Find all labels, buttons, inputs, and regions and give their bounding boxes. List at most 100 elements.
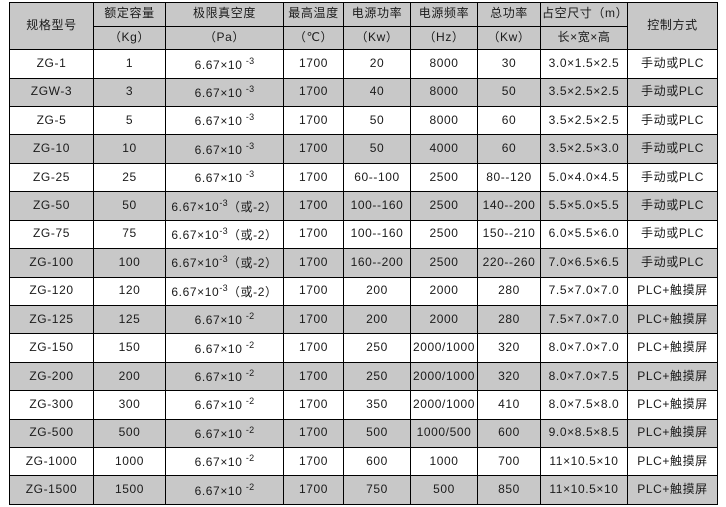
- cell-control-method: 手动或PLC: [627, 106, 718, 136]
- vacuum-base: 6.67×10: [171, 227, 220, 242]
- cell-dimension: 9.0×8.5×8.5: [540, 418, 628, 448]
- cell-dimension: 3.0×1.5×2.5: [540, 49, 628, 79]
- cell-total-power: 410: [477, 390, 541, 420]
- vacuum-base: 6.67×10: [194, 426, 243, 441]
- table-row: ZG-25 25 6.67×10 -3 1700 60--100 2500 80--120 5…: [9, 162, 718, 193]
- header-title-6: 占空尺寸（m）: [540, 2, 628, 27]
- header-unit-4: （Hz）: [410, 25, 478, 51]
- header-model: 规格型号: [9, 1, 94, 51]
- cell-dimension: 3.5×2.5×2.5: [540, 77, 628, 108]
- cell-total-power: 600: [477, 418, 541, 448]
- cell-dimension: 8.0×7.0×7.0: [540, 333, 628, 363]
- cell-frequency: 2500: [410, 162, 478, 193]
- table-row: ZG-1500 1500 6.67×10 -2 1700 750 500 850 11×10.…: [9, 475, 718, 505]
- vacuum-exponent: -2: [245, 339, 255, 350]
- cell-total-power: 50: [477, 77, 541, 108]
- table-row: ZGW-3 3 6.67×10 -3 1700 40 8000 50 3.5×2.5×2.5 手…: [9, 77, 718, 108]
- table-row: ZG-5 5 6.67×10 -3 1700 50 8000 60 3.5×2.5×2.5 手动…: [9, 106, 718, 136]
- vacuum-base: 6.67×10: [194, 313, 243, 328]
- cell-vacuum: 6.67×10 -2: [165, 475, 284, 505]
- table-row: ZG-120 120 6.67×10-3（或-2） 1700 200 2000 280 7.5…: [9, 276, 718, 306]
- table-row: ZG-75 75 6.67×10-3（或-2） 1700 100--160 2500 150…: [9, 219, 718, 250]
- cell-dimension: 8.0×7.5×8.0: [540, 390, 628, 420]
- cell-temperature: 1700: [283, 49, 344, 79]
- cell-power: 40: [343, 77, 411, 108]
- cell-dimension: 3.5×2.5×3.0: [540, 134, 628, 164]
- cell-total-power: 320: [477, 361, 541, 392]
- cell-control-method: PLC+触摸屏: [627, 390, 718, 420]
- cell-frequency: 2000: [410, 276, 478, 306]
- header-unit-5: （Kw）: [477, 25, 541, 51]
- cell-model: ZG-120: [9, 276, 94, 306]
- cell-temperature: 1700: [283, 191, 344, 221]
- cell-control-method: PLC+触摸屏: [627, 446, 718, 477]
- cell-power: 160--200: [343, 248, 411, 278]
- cell-temperature: 1700: [283, 475, 344, 505]
- table-row: ZG-200 200 6.67×10 -2 1700 250 2000/1000 320 8.…: [9, 361, 718, 392]
- cell-control-method: 手动或PLC: [627, 248, 718, 278]
- cell-capacity: 120: [93, 276, 166, 306]
- vacuum-exponent: -3: [219, 282, 228, 293]
- cell-model: ZG-10: [9, 134, 94, 164]
- header-title-1: 极限真空度: [165, 2, 284, 27]
- cell-vacuum: 6.67×10 -3: [165, 106, 284, 136]
- header-title-2: 最高温度: [283, 2, 344, 27]
- vacuum-exponent: -3: [245, 140, 255, 151]
- cell-control-method: PLC+触摸屏: [627, 475, 718, 505]
- cell-vacuum: 6.67×10 -3: [165, 49, 284, 79]
- cell-vacuum: 6.67×10 -2: [165, 446, 284, 477]
- table-row: ZG-300 300 6.67×10 -2 1700 350 2000/1000 410 8.…: [9, 390, 718, 420]
- vacuum-exponent: -3: [245, 169, 255, 180]
- vacuum-exponent: -3: [219, 225, 228, 236]
- vacuum-exponent: -3: [245, 112, 255, 123]
- cell-power: 200: [343, 304, 411, 335]
- table-row: ZG-125 125 6.67×10 -2 1700 200 2000 280 7.5×7.0…: [9, 304, 718, 335]
- cell-frequency: 2500: [410, 219, 478, 250]
- cell-model: ZG-75: [9, 219, 94, 250]
- header-unit-3: （Kw）: [343, 25, 411, 51]
- cell-total-power: 60: [477, 106, 541, 136]
- cell-vacuum: 6.67×10 -2: [165, 333, 284, 363]
- vacuum-exponent: -2: [245, 424, 255, 435]
- cell-model: ZG-125: [9, 304, 94, 335]
- cell-control-method: 手动或PLC: [627, 77, 718, 108]
- header-unit-0: （Kg）: [93, 25, 166, 51]
- cell-power: 500: [343, 418, 411, 448]
- cell-power: 750: [343, 475, 411, 505]
- cell-model: ZG-150: [9, 333, 94, 363]
- cell-dimension: 7.5×7.0×7.0: [540, 276, 628, 306]
- cell-model: ZG-300: [9, 390, 94, 420]
- cell-total-power: 150--210: [477, 219, 541, 250]
- cell-frequency: 4000: [410, 134, 478, 164]
- cell-capacity: 25: [93, 162, 166, 193]
- cell-vacuum: 6.67×10 -2: [165, 418, 284, 448]
- cell-frequency: 8000: [410, 106, 478, 136]
- cell-model: ZG-500: [9, 418, 94, 448]
- vacuum-exponent: -2: [245, 481, 255, 492]
- cell-control-method: 手动或PLC: [627, 191, 718, 221]
- cell-temperature: 1700: [283, 418, 344, 448]
- cell-total-power: 140--200: [477, 191, 541, 221]
- cell-total-power: 60: [477, 134, 541, 164]
- header-unit-2: （℃）: [283, 25, 344, 51]
- cell-control-method: 手动或PLC: [627, 162, 718, 193]
- cell-capacity: 50: [93, 191, 166, 221]
- cell-temperature: 1700: [283, 106, 344, 136]
- cell-power: 100--160: [343, 191, 411, 221]
- table-row: ZG-150 150 6.67×10 -2 1700 250 2000/1000 320 8.…: [9, 333, 718, 363]
- vacuum-base: 6.67×10: [194, 398, 243, 413]
- vacuum-exponent: -2: [245, 453, 255, 464]
- cell-model: ZG-1500: [9, 475, 94, 505]
- table-row: ZG-1 1 6.67×10 -3 1700 20 8000 30 3.0×1.5×2.5 手动…: [9, 49, 718, 79]
- cell-model: ZGW-3: [9, 77, 94, 108]
- vacuum-base: 6.67×10: [194, 370, 243, 385]
- cell-vacuum: 6.67×10 -3: [165, 77, 284, 108]
- header-row-unit: （Kg） （Pa） （℃） （Kw） （Hz） （Kw） 长×宽×高: [10, 25, 718, 51]
- vacuum-base: 6.67×10: [194, 114, 243, 129]
- cell-total-power: 850: [477, 475, 541, 505]
- cell-dimension: 8.0×7.0×7.5: [540, 361, 628, 392]
- header-unit-1: （Pa）: [165, 25, 284, 51]
- cell-temperature: 1700: [283, 219, 344, 250]
- cell-vacuum: 6.67×10 -2: [165, 304, 284, 335]
